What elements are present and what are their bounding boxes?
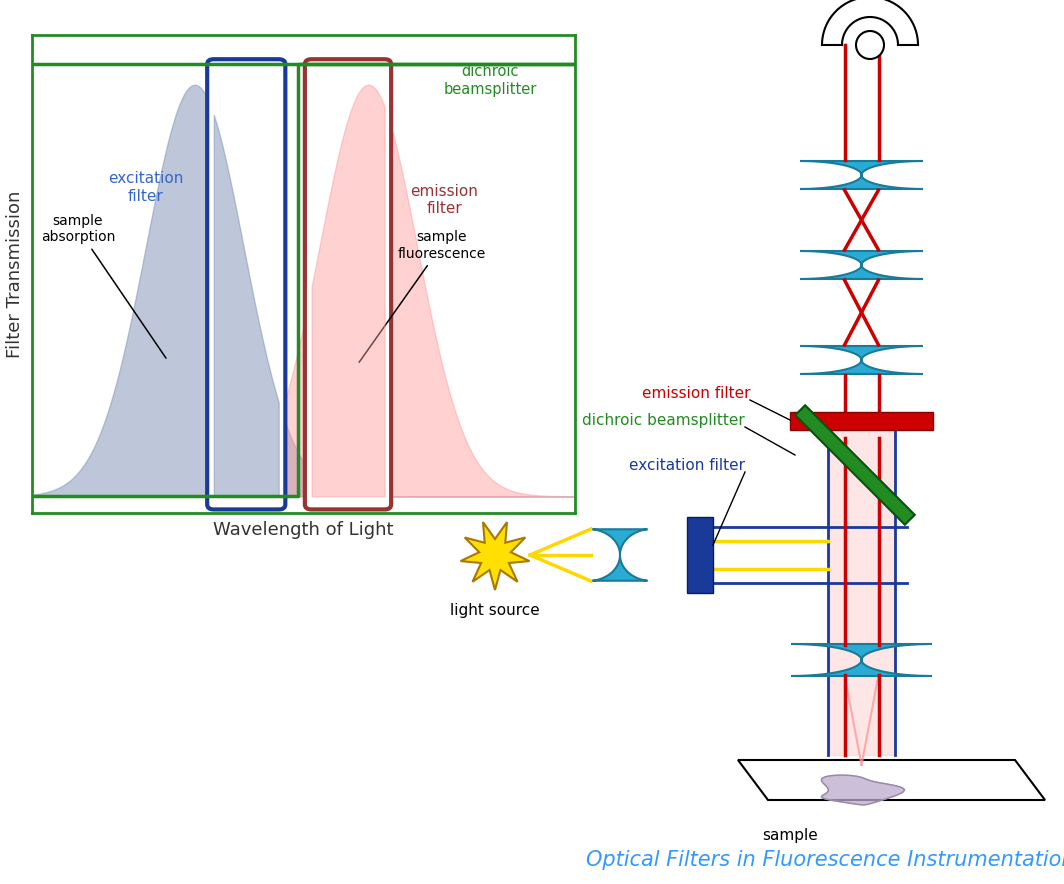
FancyBboxPatch shape bbox=[207, 59, 285, 509]
Text: dichroic
beamsplitter: dichroic beamsplitter bbox=[444, 65, 537, 97]
Text: Optical Filters in Fluorescence Instrumentation: Optical Filters in Fluorescence Instrume… bbox=[585, 850, 1064, 870]
Polygon shape bbox=[821, 775, 904, 805]
Text: sample
fluorescence: sample fluorescence bbox=[360, 231, 486, 362]
Bar bbox=[687, 517, 713, 593]
Text: emission filter: emission filter bbox=[642, 386, 750, 401]
Polygon shape bbox=[593, 530, 648, 581]
Bar bbox=[789, 412, 933, 430]
Text: excitation
filter: excitation filter bbox=[109, 171, 184, 204]
FancyBboxPatch shape bbox=[305, 59, 392, 509]
Polygon shape bbox=[792, 644, 932, 676]
Circle shape bbox=[857, 31, 884, 59]
Y-axis label: Filter Transmission: Filter Transmission bbox=[5, 190, 23, 358]
Polygon shape bbox=[800, 251, 922, 279]
Text: dichroic beamsplitter: dichroic beamsplitter bbox=[582, 413, 745, 428]
Polygon shape bbox=[800, 346, 922, 374]
Polygon shape bbox=[795, 405, 915, 525]
Polygon shape bbox=[461, 522, 530, 590]
Polygon shape bbox=[800, 161, 922, 189]
Text: emission
filter: emission filter bbox=[411, 184, 478, 217]
Text: excitation filter: excitation filter bbox=[629, 458, 745, 473]
Polygon shape bbox=[738, 760, 1045, 800]
Text: sample
absorption: sample absorption bbox=[40, 214, 166, 358]
Text: light source: light source bbox=[450, 603, 539, 618]
X-axis label: Wavelength of Light: Wavelength of Light bbox=[213, 521, 394, 539]
Text: sample: sample bbox=[762, 828, 818, 843]
